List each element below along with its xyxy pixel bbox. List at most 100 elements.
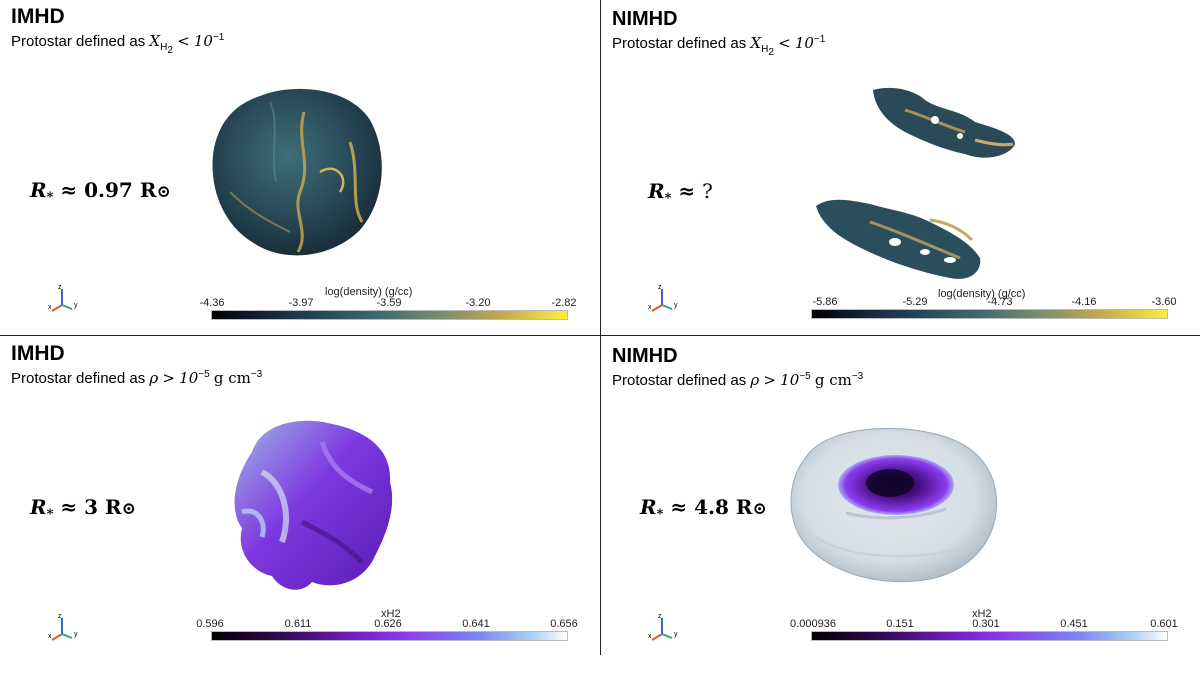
criterion-value: 10 bbox=[794, 34, 814, 52]
colorbar-xh2 bbox=[211, 631, 568, 641]
colorbar-title: xH2 bbox=[381, 608, 401, 620]
colorbar-tick: 0.611 bbox=[284, 618, 312, 630]
criterion-value: 10 bbox=[780, 371, 800, 389]
colorbar-tick: 0.601 bbox=[1150, 618, 1178, 630]
criterion-unit-exponent: −3 bbox=[851, 371, 864, 382]
panel-nimhd-density: NIMHD Protostar defined as ρ > 10−5 g cm… bbox=[600, 337, 1200, 674]
colorbar-tick: -3.97 bbox=[288, 297, 314, 309]
axis-z-label: z bbox=[658, 284, 662, 291]
orientation-axes-triad: z x y bbox=[48, 284, 78, 312]
colorbar-tick: -3.60 bbox=[1151, 296, 1177, 308]
radius-symbol: R bbox=[30, 178, 47, 202]
radius-unit: R bbox=[139, 178, 157, 202]
criterion-relation: < bbox=[778, 34, 791, 52]
protostar-surface-render bbox=[212, 88, 382, 256]
radius-relation: ≈ bbox=[678, 179, 696, 203]
criterion-exponent: −1 bbox=[813, 34, 826, 45]
criterion-unit-exponent: −3 bbox=[250, 369, 263, 380]
colorbar-tick: -2.82 bbox=[551, 297, 577, 309]
sun-symbol: ⊙ bbox=[156, 182, 171, 202]
radius-value: ? bbox=[702, 179, 713, 203]
criterion-exponent: −1 bbox=[212, 32, 225, 43]
colorbar-title: xH2 bbox=[972, 608, 992, 620]
radius-subscript: * bbox=[664, 191, 672, 206]
criterion-unit: g cm bbox=[814, 371, 852, 389]
method-title: IMHD bbox=[11, 342, 65, 365]
protostar-criterion: Protostar defined as ρ > 10−5 g cm−3 bbox=[612, 371, 863, 389]
sun-symbol: ⊙ bbox=[752, 499, 767, 519]
criterion-value: 10 bbox=[193, 32, 213, 50]
criterion-exponent: −5 bbox=[198, 369, 210, 380]
criterion-sub: H bbox=[160, 42, 168, 53]
vertical-divider bbox=[600, 0, 601, 655]
criterion-exponent: −5 bbox=[799, 371, 811, 382]
panel-nimhd-xh2: NIMHD Protostar defined as XH2 < 10−1 R*… bbox=[600, 0, 1200, 337]
radius-value: 4.8 bbox=[694, 495, 729, 519]
colorbar-tick: -4.16 bbox=[1071, 296, 1097, 308]
axis-y-label: y bbox=[674, 302, 678, 309]
colorbar-tick: -3.59 bbox=[376, 297, 402, 309]
radius-relation: ≈ bbox=[60, 178, 78, 202]
protostar-surface-render bbox=[234, 420, 393, 590]
radius-estimate: R* ≈ 0.97 R⊙ bbox=[30, 178, 171, 205]
colorbar-tick: 0.641 bbox=[462, 618, 490, 630]
axis-x-label: x bbox=[48, 633, 52, 640]
radius-symbol: R bbox=[648, 179, 665, 203]
sun-symbol: ⊙ bbox=[121, 499, 136, 519]
radius-estimate: R* ≈ 4.8 R⊙ bbox=[640, 495, 767, 522]
axis-y-label: y bbox=[674, 631, 678, 638]
criterion-relation: > bbox=[763, 371, 776, 389]
axis-z-label: z bbox=[58, 613, 62, 620]
colorbar-tick: 0.151 bbox=[886, 618, 914, 630]
orientation-axes-triad: z x y bbox=[48, 613, 78, 641]
radius-estimate: R* ≈ 3 R⊙ bbox=[30, 495, 136, 522]
axis-z-label: z bbox=[58, 284, 62, 291]
panel-imhd-xh2: IMHD Protostar defined as XH2 < 10−1 R* … bbox=[0, 0, 600, 337]
protostar-fragment-upper bbox=[873, 87, 1015, 158]
radius-unit: R bbox=[105, 495, 122, 519]
colorbar-tick: -4.73 bbox=[987, 296, 1013, 308]
colorbar-title: log(density) (g/cc) bbox=[325, 286, 413, 298]
criterion-subsub: 2 bbox=[167, 45, 173, 56]
colorbar-tick: 0.451 bbox=[1060, 618, 1088, 630]
colorbar-tick: 0.301 bbox=[972, 618, 1000, 630]
criterion-relation: < bbox=[177, 32, 190, 50]
radius-subscript: * bbox=[46, 507, 54, 522]
radius-value: 3 bbox=[84, 495, 99, 519]
colorbar-xh2 bbox=[811, 631, 1168, 641]
colorbar-tick: 0.656 bbox=[550, 618, 578, 630]
radius-symbol: R bbox=[640, 495, 657, 519]
radius-subscript: * bbox=[656, 507, 664, 522]
axis-y-label: y bbox=[74, 631, 78, 638]
criterion-prefix: Protostar defined as bbox=[11, 370, 146, 387]
criterion-sub: H bbox=[761, 44, 769, 55]
axis-z-label: z bbox=[658, 613, 662, 620]
radius-subscript: * bbox=[46, 190, 54, 205]
axis-x-label: x bbox=[648, 304, 652, 311]
method-title: NIMHD bbox=[612, 8, 678, 30]
colorbar-tick: 0.596 bbox=[196, 618, 224, 630]
orientation-axes-triad: z x y bbox=[648, 613, 678, 641]
colorbar-tick: -5.86 bbox=[812, 296, 838, 308]
horizontal-divider bbox=[0, 335, 1200, 336]
protostar-criterion: Protostar defined as XH2 < 10−1 bbox=[11, 32, 224, 56]
colorbar-tick: 0.626 bbox=[374, 618, 402, 630]
colorbar-tick: 0.000936 bbox=[790, 618, 836, 630]
protostar-surface-render bbox=[790, 427, 998, 583]
criterion-prefix: Protostar defined as bbox=[11, 33, 146, 50]
criterion-prefix: Protostar defined as bbox=[612, 35, 747, 52]
axis-x-label: x bbox=[648, 633, 652, 640]
radius-value: 0.97 bbox=[84, 178, 133, 202]
criterion-variable: X bbox=[149, 32, 161, 50]
criterion-value: 10 bbox=[179, 369, 199, 387]
criterion-subsub: 2 bbox=[768, 47, 774, 58]
criterion-variable: X bbox=[750, 34, 762, 52]
protostar-criterion: Protostar defined as XH2 < 10−1 bbox=[612, 34, 825, 58]
protostar-criterion: Protostar defined as ρ > 10−5 g cm−3 bbox=[11, 369, 262, 387]
criterion-variable: ρ bbox=[750, 371, 760, 389]
axis-y-label: y bbox=[74, 302, 78, 309]
radius-estimate: R* ≈ ? bbox=[648, 179, 713, 206]
method-title: NIMHD bbox=[612, 345, 678, 367]
protostar-fragment-lower bbox=[816, 199, 981, 279]
orientation-axes-triad: z x y bbox=[648, 284, 678, 312]
